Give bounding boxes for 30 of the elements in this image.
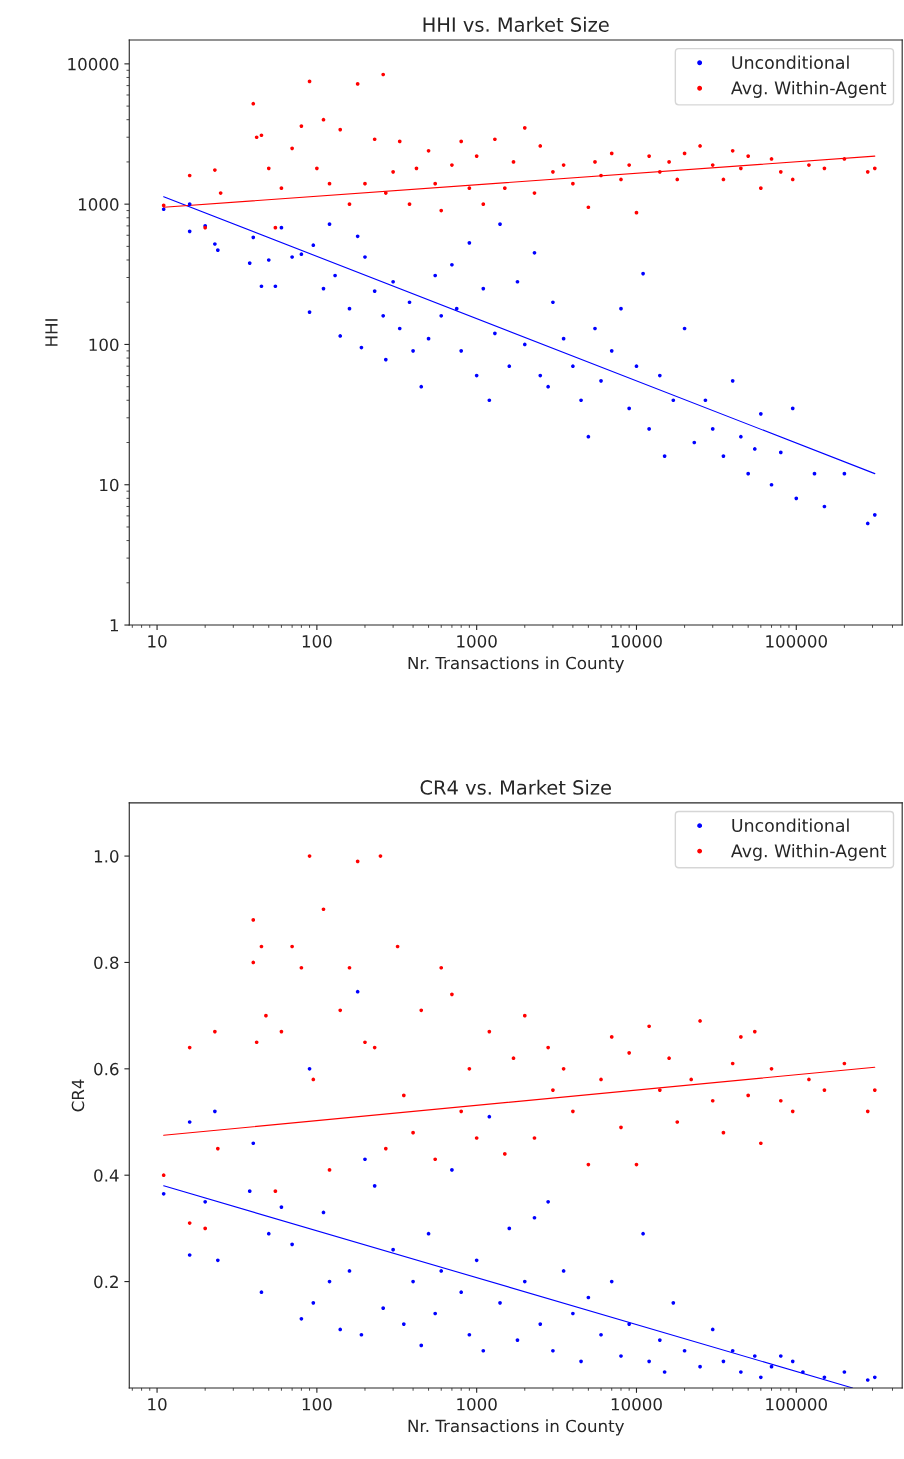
y-tick-label: 1.0	[94, 850, 119, 863]
x-tick-label: 1000	[457, 635, 497, 648]
y-tick-label: 1	[110, 619, 119, 632]
y-tick-label: 10	[100, 478, 119, 492]
x-tick-label: 100	[302, 635, 332, 648]
legend-label: Avg. Within-Agent	[731, 844, 887, 861]
x-tick-label: 10	[148, 1397, 167, 1411]
legend-label: Unconditional	[732, 818, 849, 832]
x-tick-label: 10	[148, 635, 167, 648]
x-tick-label: 100	[302, 1397, 332, 1411]
chart-title: CR4 vs. Market Size	[420, 779, 611, 795]
y-tick-label: 0.2	[94, 1275, 118, 1289]
y-tick-label: 1000	[78, 198, 119, 211]
y-axis-title: CR4	[71, 1079, 85, 1112]
legend-label: Avg. Within-Agent	[731, 81, 887, 98]
x-tick-label: 10000	[611, 635, 662, 648]
x-tick-label: 100000	[766, 635, 827, 648]
y-tick-label: 10000	[68, 57, 119, 71]
y-tick-label: 0.4	[94, 1169, 119, 1182]
x-tick-label: 10000	[611, 1397, 662, 1411]
x-tick-label: 1000	[457, 1397, 497, 1411]
y-tick-label: 0.8	[94, 956, 119, 970]
y-axis-title: HHI	[45, 319, 58, 346]
x-axis-title: Nr. Transactions in County	[408, 1419, 625, 1436]
y-tick-label: 0.6	[94, 1062, 119, 1076]
chart-title: HHI vs. Market Size	[423, 16, 609, 32]
x-axis-title: Nr. Transactions in County	[408, 656, 625, 673]
legend-label: Unconditional	[732, 55, 849, 70]
y-tick-label: 100	[89, 338, 119, 352]
x-tick-label: 100000	[766, 1397, 827, 1411]
